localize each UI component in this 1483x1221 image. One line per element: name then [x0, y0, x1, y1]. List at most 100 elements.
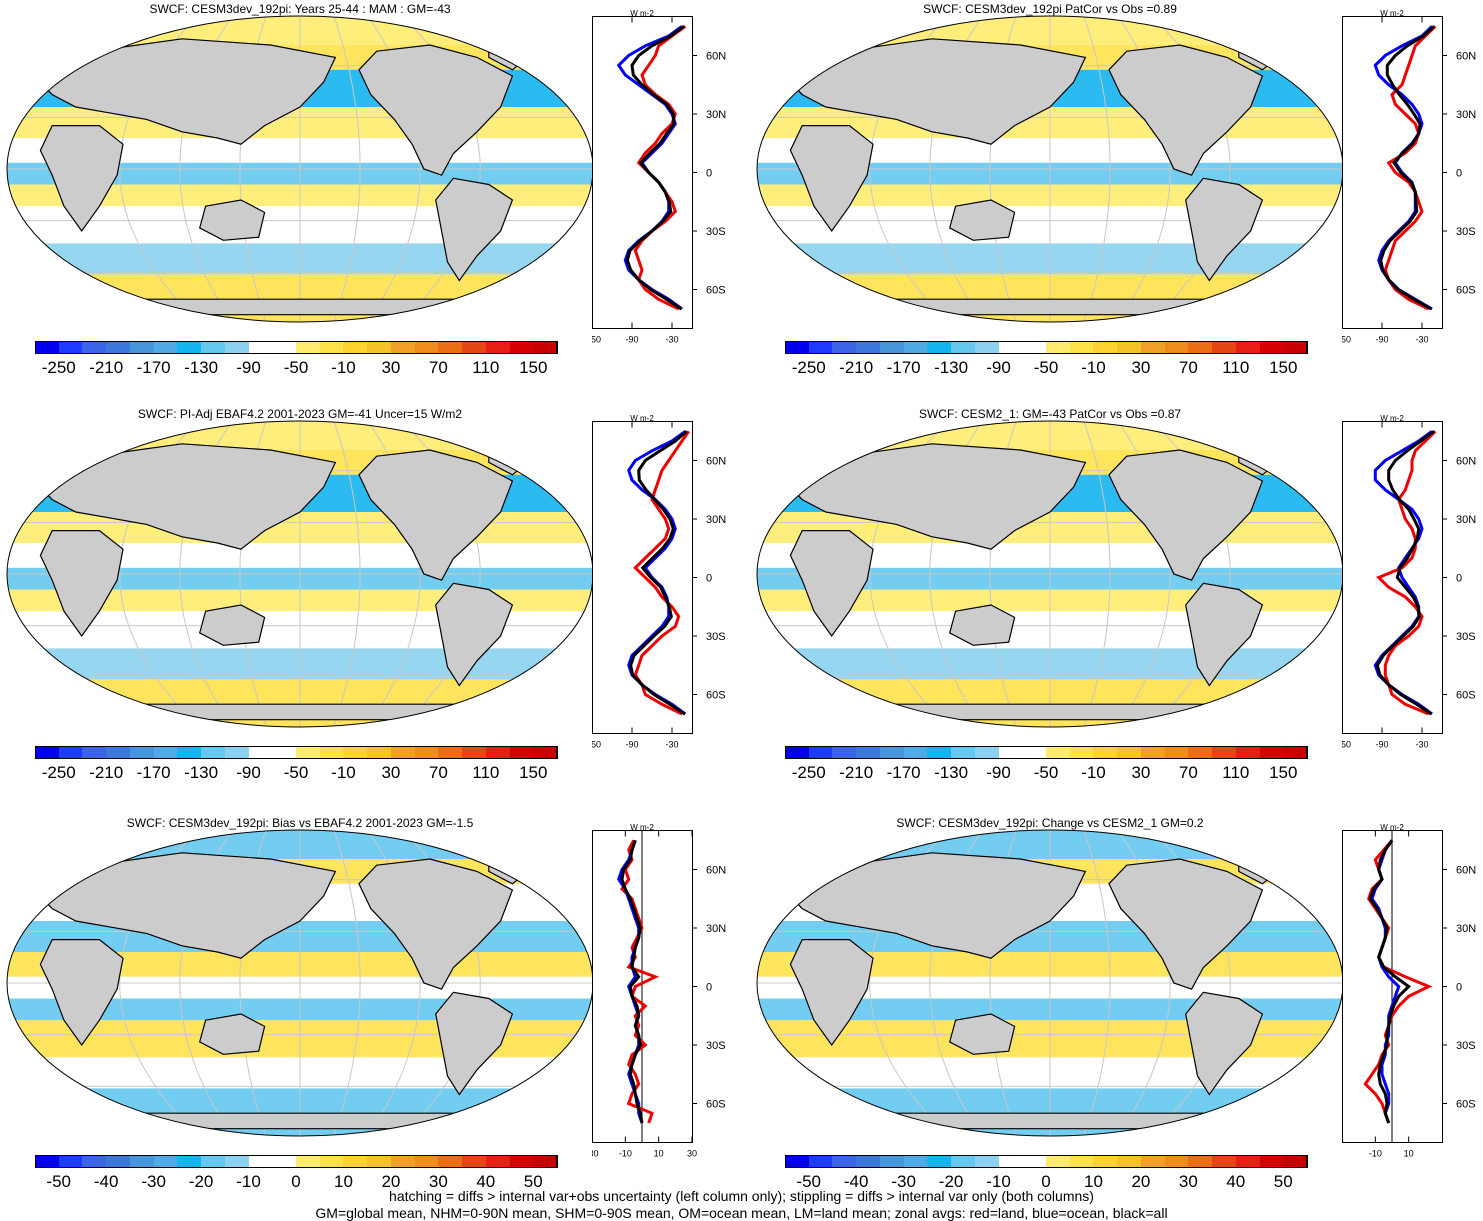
lat-label: 0	[1456, 982, 1462, 994]
colorbar-label: -50	[796, 1172, 822, 1191]
colorbar-label: 30	[1131, 358, 1151, 377]
land-mass	[948, 1013, 1016, 1055]
land-mass	[835, 703, 1265, 721]
lat-label: 30N	[1456, 109, 1476, 121]
lat-label: 0	[706, 982, 712, 994]
colorbar-label: 30	[1131, 763, 1151, 782]
lat-label: 30N	[706, 109, 726, 121]
footer-line-2: GM=global mean, NHM=0-90N mean, SHM=0-90…	[315, 1205, 1168, 1221]
colorbar-label: -20	[938, 1172, 964, 1191]
land-mass	[198, 199, 266, 241]
x-tick-label: -90	[625, 740, 638, 750]
footer-line-1: hatching = diffs > internal var+obs unce…	[389, 1188, 1094, 1204]
land-mass	[358, 858, 514, 990]
lat-label: 0	[1456, 573, 1462, 585]
x-tick-label: -30	[1415, 740, 1428, 750]
lat-label: 30S	[1456, 226, 1476, 238]
zonal-mean-plot: 60N 30N 0 30S 60S -150 -90 -30 W m-2	[1342, 10, 1476, 345]
lat-label: 30N	[1456, 514, 1476, 526]
colorbar-label: -170	[136, 358, 171, 377]
x-tick-label: -10	[1369, 1149, 1382, 1159]
x-tick-label: -90	[625, 335, 638, 345]
colorbar-label: 70	[1178, 358, 1198, 377]
all-zonal-line	[629, 430, 688, 716]
chart-panel: SWCF: CESM3dev_192pi: Years 25-44 : MAM …	[0, 0, 733, 400]
land-mass	[85, 1112, 515, 1130]
x-tick-label: -90	[1375, 740, 1388, 750]
lat-label: 0	[1456, 168, 1462, 180]
colorbar: -250 -210 -170 -130 -90 -50 -10 30 70 110 150	[35, 341, 558, 381]
lat-label: 60N	[706, 865, 726, 877]
colorbar-label: 10	[333, 1172, 353, 1191]
colorbar-label: -30	[891, 1172, 916, 1191]
lat-label: 60S	[1456, 1099, 1476, 1111]
land-mass	[435, 991, 514, 1096]
colorbar-swatch	[533, 746, 558, 759]
lat-label: 30N	[706, 923, 726, 935]
colorbar-label: 110	[472, 358, 500, 377]
robinson-map	[6, 829, 594, 1137]
lat-label: 60S	[1456, 690, 1476, 702]
colorbar-label: 0	[1041, 1172, 1051, 1191]
land-mass	[33, 38, 337, 145]
land-mass	[358, 449, 514, 581]
colorbar-label: 30	[428, 1172, 448, 1191]
colorbar-label: -250	[41, 763, 76, 782]
land-mass	[783, 38, 1087, 145]
colorbar-label: 10	[1083, 1172, 1103, 1191]
colorbar-frame	[35, 746, 557, 759]
chart-panel: SWCF: CESM3dev_192pi PatCor vs Obs =0.89…	[750, 0, 1483, 400]
land-mass	[39, 939, 124, 1047]
lat-label: 60S	[1456, 285, 1476, 297]
lat-label: 60N	[1456, 51, 1476, 63]
zonal-units: W m-2	[630, 824, 654, 832]
x-tick-label: -30	[1415, 335, 1428, 345]
lat-label: 60N	[706, 51, 726, 63]
colorbar-label: 30	[381, 763, 401, 782]
x-tick-label: -30	[665, 335, 678, 345]
colorbar-swatch	[533, 1155, 558, 1168]
map-field	[757, 830, 1343, 1136]
land-mass	[198, 604, 266, 646]
colorbar-label: 70	[428, 358, 448, 377]
zonal-frame	[1342, 421, 1443, 734]
x-tick-label: 10	[654, 1149, 664, 1159]
x-tick-label: -30	[665, 740, 678, 750]
robinson-map	[756, 420, 1344, 728]
colorbar: -50 -40 -30 -20 -10 0 10 20 30 40 50	[35, 1155, 558, 1195]
colorbar-label: -210	[89, 763, 124, 782]
land-mass	[435, 582, 514, 687]
colorbar-label: -50	[1033, 358, 1059, 377]
robinson-map	[756, 829, 1344, 1137]
zonal-units: W m-2	[630, 415, 654, 423]
colorbar-label: 0	[291, 1172, 301, 1191]
colorbar-label: -50	[283, 763, 309, 782]
colorbar-frame	[35, 1155, 557, 1168]
land-mass	[783, 852, 1087, 959]
lat-label: 30S	[706, 631, 726, 643]
all-zonal-line	[625, 25, 685, 311]
colorbar-label: -130	[184, 358, 219, 377]
land-mass	[1108, 858, 1264, 990]
x-tick-label: -90	[1375, 335, 1388, 345]
land-mass	[85, 298, 515, 316]
land-mass	[835, 1112, 1265, 1130]
colorbar-label: -250	[791, 763, 826, 782]
lat-label: 30S	[1456, 631, 1476, 643]
colorbar-label: 110	[1222, 763, 1250, 782]
colorbar-label: -10	[1081, 763, 1106, 782]
colorbar-label: -20	[188, 1172, 214, 1191]
colorbar-swatch	[1283, 746, 1308, 759]
x-tick-label: -150	[1342, 335, 1351, 345]
land-zonal-line	[1376, 430, 1437, 716]
land-mass	[1185, 582, 1264, 687]
colorbar-label: 150	[519, 763, 548, 782]
x-tick-label: 10	[1404, 1149, 1414, 1159]
x-tick-label: 30	[687, 1149, 697, 1159]
panel-title: SWCF: PI-Adj EBAF4.2 2001-2023 GM=-41 Un…	[137, 407, 463, 421]
colorbar-label: -40	[93, 1172, 119, 1191]
colorbar-label: -90	[986, 358, 1011, 377]
colorbar-label: -170	[136, 763, 171, 782]
colorbar-label: 50	[1273, 1172, 1293, 1191]
land-mass	[198, 1013, 266, 1055]
